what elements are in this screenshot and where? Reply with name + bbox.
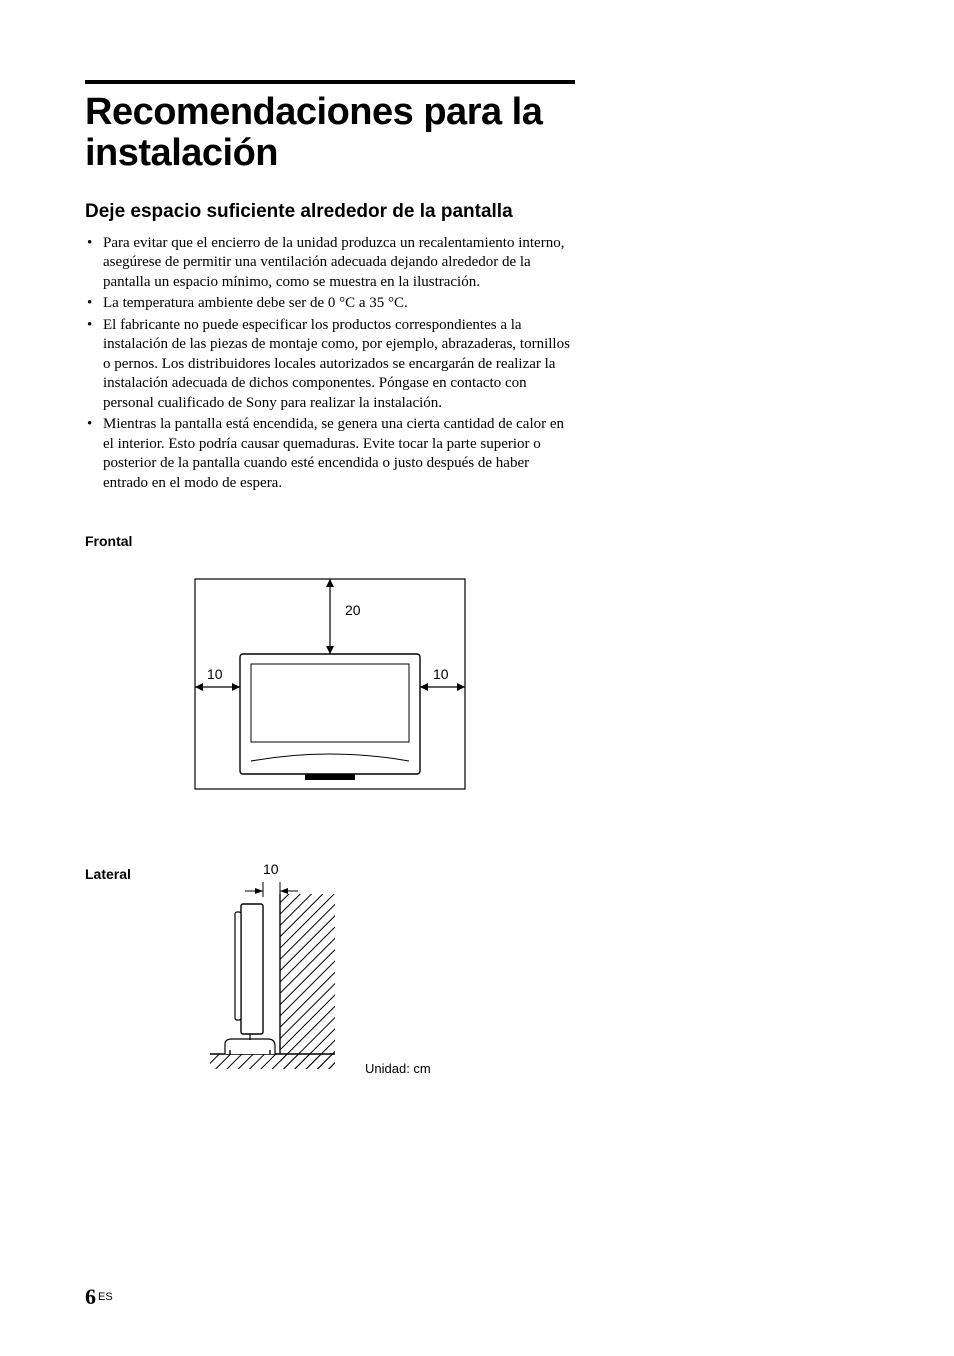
list-item: Para evitar que el encierro de la unidad… (85, 234, 575, 293)
page-title: Recomendaciones para la instalación (85, 92, 585, 174)
page-lang: ES (98, 1291, 113, 1303)
frontal-label: Frontal (85, 533, 884, 549)
unit-label: Unidad: cm (365, 1061, 431, 1084)
frontal-diagram: 20 10 10 (85, 569, 575, 804)
frontal-svg: 20 10 10 (185, 569, 475, 804)
clearance-back-value: 10 (263, 864, 279, 877)
lateral-diagram: 10 (205, 864, 345, 1084)
section-subhead: Deje espacio suficiente alrededor de la … (85, 200, 555, 224)
page-number-value: 6 (85, 1284, 96, 1309)
list-item: Mientras la pantalla está encendida, se … (85, 415, 575, 493)
clearance-left-value: 10 (207, 666, 223, 682)
lateral-label: Lateral (85, 864, 205, 882)
page-number: 6ES (85, 1284, 113, 1310)
clearance-right-value: 10 (433, 666, 449, 682)
clearance-top-value: 20 (345, 602, 361, 618)
title-rule (85, 80, 575, 84)
bullet-list: Para evitar que el encierro de la unidad… (85, 234, 575, 494)
list-item: La temperatura ambiente debe ser de 0 °C… (85, 294, 575, 314)
list-item: El fabricante no puede especificar los p… (85, 316, 575, 414)
